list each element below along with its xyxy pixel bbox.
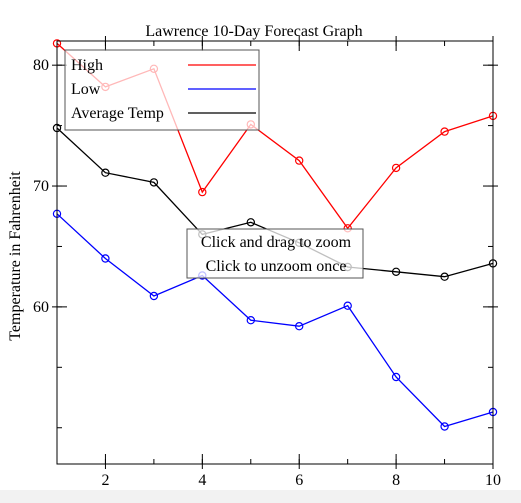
x-tick-label: 2 — [101, 472, 109, 489]
legend-label: High — [71, 57, 103, 74]
series-0-point — [198, 187, 207, 197]
series-2-point — [101, 168, 110, 177]
series-2-point — [246, 218, 255, 227]
legend: High Low Average Temp — [64, 49, 260, 131]
series-1-point — [101, 254, 110, 263]
series-2-point — [391, 267, 401, 276]
x-tick-label: 4 — [198, 472, 206, 489]
series-1-point — [295, 322, 304, 331]
plot-frame — [56, 40, 494, 465]
status-strip — [0, 490, 521, 503]
x-tick-label: 10 — [485, 472, 501, 489]
series-1-point — [391, 372, 401, 382]
series-2-point — [440, 272, 449, 281]
series-1-point — [440, 422, 449, 431]
zoom-hint-text: Click and drag to zoom — [201, 234, 352, 251]
y-tick-label: 60 — [33, 299, 49, 316]
series-0-point — [295, 156, 304, 165]
series-line-1 — [56, 213, 494, 428]
legend-label: Average Temp — [71, 105, 164, 122]
zoom-hint-text: Click to unzoom once — [206, 258, 347, 275]
series-0-point — [391, 163, 401, 173]
x-tick-label: 8 — [392, 472, 400, 489]
x-tick-label: 6 — [295, 472, 303, 489]
series-1-point — [343, 301, 352, 310]
y-tick-label: 80 — [33, 57, 49, 74]
series-2-point — [149, 178, 159, 187]
axes: 2 4 6 8 10 60 70 80 — [33, 36, 501, 489]
series-0-point — [440, 127, 449, 136]
series-1-point — [149, 291, 159, 301]
y-tick-label: 70 — [33, 178, 49, 195]
chart-title: Lawrence 10-Day Forecast Graph — [145, 23, 362, 40]
series-1-point — [246, 316, 255, 325]
y-axis-label: Temperature in Fahrenheit — [7, 171, 24, 341]
zoom-hint-background — [186, 228, 364, 279]
zoom-hint-box: Click and drag to zoom Click to unzoom on… — [186, 228, 364, 279]
legend-label: Low — [71, 81, 101, 98]
legend-box — [64, 49, 260, 131]
